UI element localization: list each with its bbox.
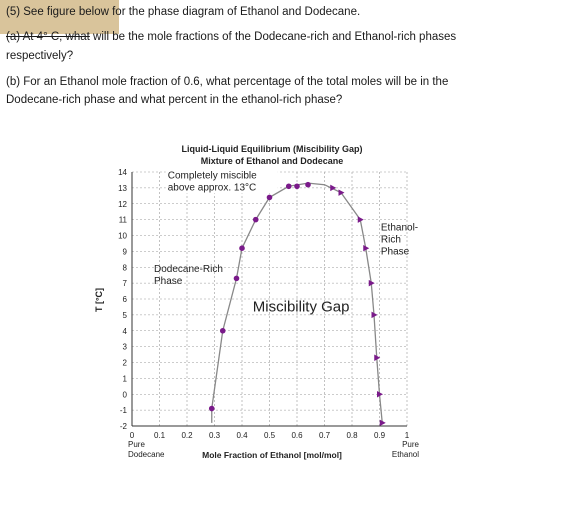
y-tick-label: -2 (120, 422, 128, 431)
x-tick-label: 1 (405, 431, 410, 440)
annotation-ethanol-rich: Phase (381, 247, 410, 258)
annotation-dodecane-rich: Phase (154, 276, 183, 287)
annotation-ethanol-rich: Rich (381, 235, 401, 246)
annotation-miscible: above approx. 13°C (168, 182, 257, 193)
data-point-dodecane-rich (208, 405, 215, 412)
data-point-ethanol-rich (374, 354, 381, 361)
phase-boundary-curve (211, 182, 383, 423)
x-end-label-left: Dodecane (128, 450, 165, 459)
grid-lines (131, 171, 408, 427)
y-tick-label: 0 (123, 390, 128, 399)
x-end-label-right: Pure (402, 440, 419, 449)
x-tick-label: 0.7 (319, 431, 331, 440)
y-tick-label: 13 (118, 184, 127, 193)
x-tick-label: 0.8 (346, 431, 358, 440)
y-tick-label: -1 (120, 406, 128, 415)
y-axis-label: T [°C] (94, 288, 104, 312)
y-tick-label: 8 (123, 263, 128, 272)
struck-text: (a) At 4° C, what (6, 31, 90, 43)
x-tick-label: 0.1 (154, 431, 166, 440)
y-tick-label: 4 (123, 327, 128, 336)
y-tick-label: 14 (118, 168, 127, 177)
data-point-ethanol-rich (357, 216, 364, 223)
data-point-ethanol-rich (363, 245, 370, 252)
annotation-ethanol-rich: Ethanol- (381, 223, 418, 234)
data-point-ethanol-rich (338, 189, 345, 196)
data-point-ethanol-rich (330, 184, 337, 192)
y-tick-label: 6 (123, 295, 128, 304)
data-point-ethanol-rich (371, 311, 378, 319)
y-tick-label: 9 (123, 247, 128, 256)
phase-diagram-chart: Liquid-Liquid Equilibrium (Miscibility G… (94, 144, 420, 460)
data-point-dodecane-rich (305, 181, 311, 188)
x-end-label-right: Ethanol (392, 450, 419, 459)
x-tick-label: 0.9 (374, 431, 386, 440)
y-tick-label: 11 (119, 216, 128, 225)
y-tick-label: 3 (123, 343, 128, 352)
x-tick-label: 0.5 (264, 431, 276, 440)
chart-subtitle: Mixture of Ethanol and Dodecane (201, 156, 344, 166)
annotation-miscibility-gap: Miscibility Gap (253, 299, 350, 316)
question-part-b: (b) For an Ethanol mole fraction of 0.6,… (6, 76, 449, 88)
data-point-ethanol-rich (377, 391, 383, 398)
question-part-a-line2: respectively? (6, 50, 74, 62)
data-point-dodecane-rich (233, 275, 240, 282)
data-point-dodecane-rich (266, 194, 273, 201)
data-point-dodecane-rich (285, 183, 292, 190)
data-point-dodecane-rich (252, 216, 259, 223)
data-point-ethanol-rich (379, 419, 386, 427)
annotation-dodecane-rich: Dodecane-Rich (154, 264, 223, 275)
annotation-top-bg (165, 169, 278, 194)
data-point-dodecane-rich (239, 245, 245, 251)
x-tick-label: 0.6 (291, 431, 303, 440)
text-highlight (0, 0, 119, 34)
chart-title: Liquid-Liquid Equilibrium (Miscibility G… (182, 144, 363, 154)
boundary-line (211, 182, 383, 423)
x-tick-label: 0 (130, 431, 135, 440)
part-a-text: will be the mole fractions of the Dodeca… (89, 31, 457, 43)
data-point-dodecane-rich (219, 327, 226, 334)
x-tick-label: 0.2 (181, 431, 193, 440)
x-tick-label: 0.3 (209, 431, 221, 440)
question-part-b-line2: Dodecane-rich phase and what percent in … (6, 94, 343, 106)
y-tick-label: 7 (123, 279, 128, 288)
x-end-label-left: Pure (128, 440, 145, 449)
y-tick-label: 2 (123, 359, 128, 368)
annotation-miscible: Completely miscible (168, 170, 257, 181)
y-tick-label: 12 (118, 200, 127, 209)
y-tick-label: 5 (123, 311, 128, 320)
y-tick-label: 1 (123, 374, 128, 383)
data-point-dodecane-rich (294, 183, 300, 190)
x-axis-label: Mole Fraction of Ethanol [mol/mol] (202, 450, 342, 460)
question-part-a: (a) At 4° C, what will be the mole fract… (6, 31, 456, 43)
y-tick-label: 10 (118, 232, 127, 241)
x-tick-label: 0.4 (236, 431, 248, 440)
question-intro: (5) See figure below for the phase diagr… (6, 6, 361, 18)
data-markers (208, 181, 386, 427)
data-point-ethanol-rich (368, 279, 375, 287)
